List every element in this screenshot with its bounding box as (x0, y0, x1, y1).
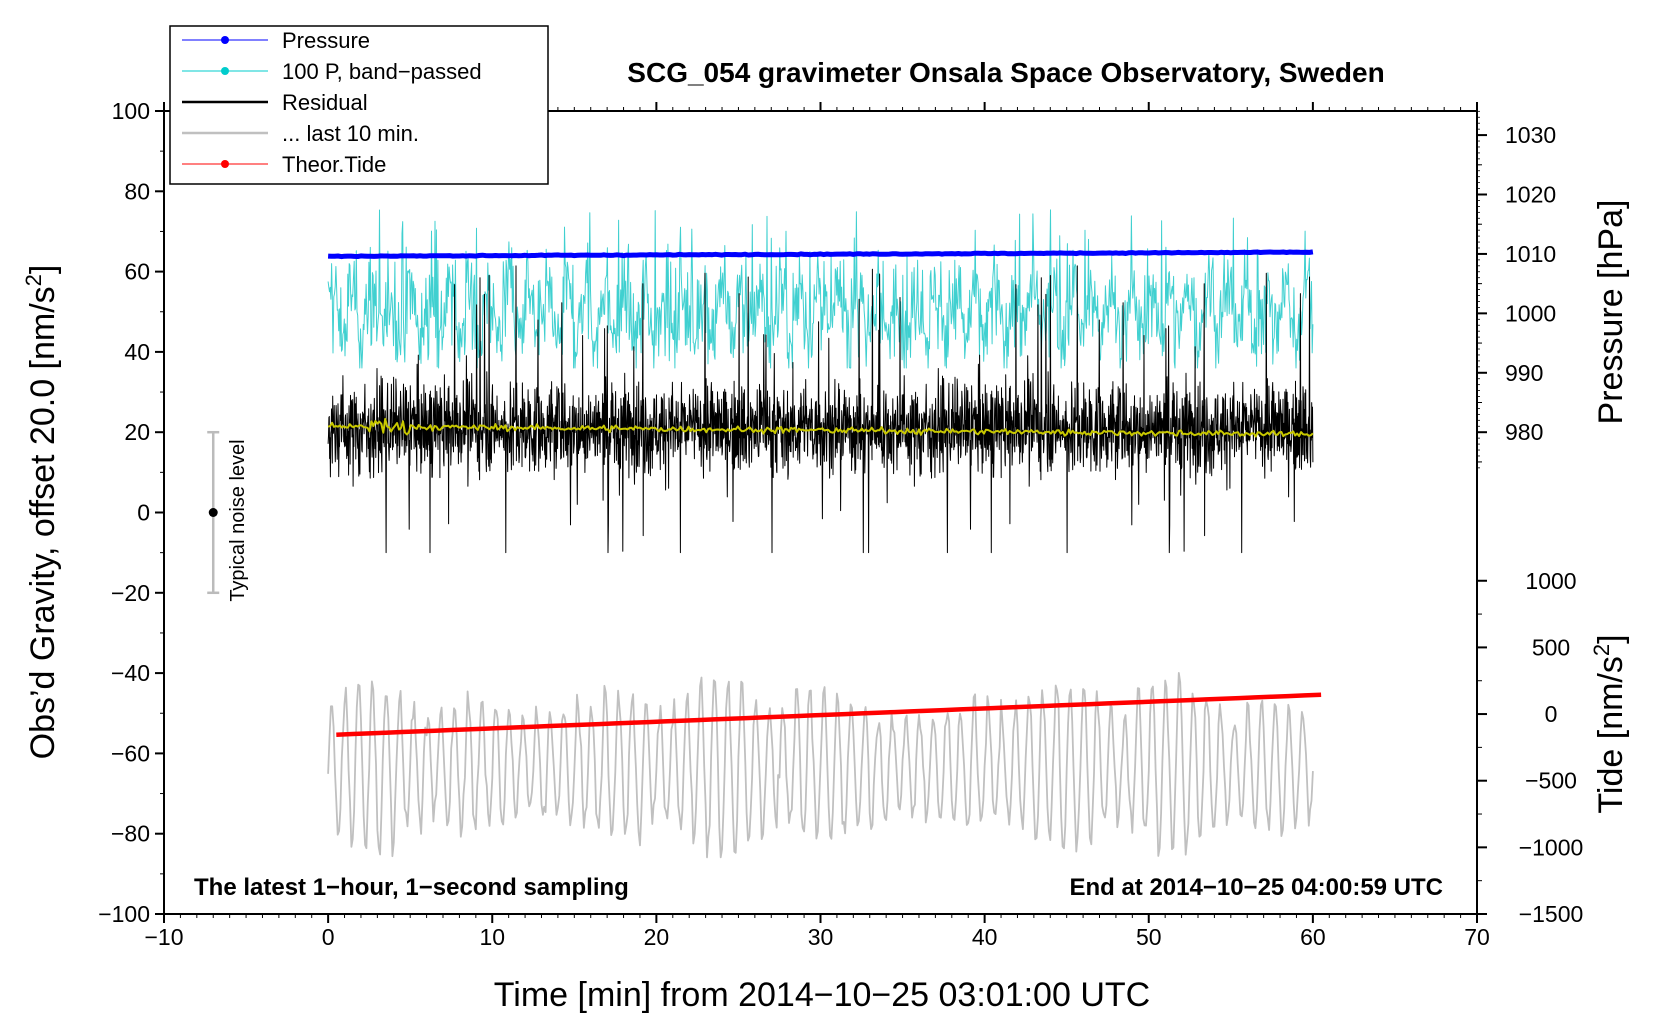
x-tick-label: 30 (808, 924, 834, 950)
legend-item: Pressure (182, 28, 370, 53)
series-residual-smoothed (327, 417, 1314, 438)
x-tick-label: 0 (322, 924, 335, 950)
y-tick-label: 0 (137, 500, 150, 526)
y-axis-title: Obs’d Gravity, offset 20.0 [nm/s2] (21, 265, 62, 760)
legend-label: ... last 10 min. (282, 121, 419, 146)
legend-item: ... last 10 min. (182, 121, 419, 146)
pressure-tick-label: 1020 (1505, 182, 1556, 208)
legend-swatch-marker (221, 36, 229, 44)
tide-axis-title: Tide [nm/s2] (1589, 634, 1630, 813)
noise-bar-label: Typical noise level (227, 439, 249, 601)
series-last-10-min (327, 672, 1314, 859)
tide-tick-label: −1500 (1519, 901, 1584, 927)
noise-level-indicator: Typical noise level (207, 430, 249, 602)
annotation-sampling: The latest 1−hour, 1−second sampling (194, 874, 629, 901)
pressure-tick-label: 1010 (1505, 241, 1556, 267)
pressure-axis-title: Pressure [hPa] (1592, 200, 1630, 425)
y-tick-label: −40 (111, 660, 150, 686)
x-tick-label: 40 (972, 924, 998, 950)
pressure-tick-label: 980 (1505, 419, 1543, 445)
y-tick-label: −20 (111, 580, 150, 606)
x-tick-label: 50 (1136, 924, 1162, 950)
tide-tick-label: −500 (1525, 768, 1577, 794)
x-tick-label: 20 (644, 924, 670, 950)
x-tick-label: −10 (144, 924, 183, 950)
pressure-tick-label: 1030 (1505, 122, 1556, 148)
series-theor-tide (336, 692, 1322, 737)
tide-tick-label: 1000 (1525, 568, 1576, 594)
y-axis-pressure: 980 990 1000 1010 1020 1030 (1477, 110, 1556, 469)
y-axis-left: −100 −80 −60 −40 −20 0 20 40 60 80 100 (98, 98, 164, 927)
y-tick-label: −100 (98, 901, 150, 927)
pressure-tick-label: 990 (1505, 360, 1543, 386)
legend-box (169, 25, 549, 185)
legend-label: 100 P, band−passed (282, 59, 482, 84)
y-tick-label: 100 (112, 98, 150, 124)
y-tick-label: 20 (124, 419, 150, 445)
y-tick-label: −60 (111, 740, 150, 766)
tide-tick-label: 0 (1545, 701, 1558, 727)
legend-label: Pressure (282, 28, 370, 53)
pressure-tick-label: 1000 (1505, 300, 1556, 326)
series-pressure (327, 249, 1314, 260)
legend: Pressure 100 P, band−passed Residual ... la… (169, 25, 549, 185)
annotation-end-time: End at 2014−10−25 04:00:59 UTC (1069, 874, 1443, 901)
legend-swatch-marker (221, 67, 229, 75)
y-axis-tide: −1500 −1000 −500 0 500 1000 (1477, 568, 1583, 927)
legend-label: Residual (282, 90, 368, 115)
tide-tick-label: −1000 (1519, 834, 1584, 860)
y-tick-label: −80 (111, 821, 150, 847)
series-bandpassed-pressure (327, 209, 1314, 369)
x-tick-label: 10 (479, 924, 505, 950)
noise-bar-center-dot (208, 508, 218, 517)
y-tick-label: 80 (124, 178, 150, 204)
x-tick-label: 70 (1464, 924, 1490, 950)
chart-title: SCG_054 gravimeter Onsala Space Observat… (627, 57, 1384, 88)
tide-tick-label: 500 (1532, 634, 1570, 660)
legend-label: Theor.Tide (282, 152, 386, 177)
y-tick-label: 40 (124, 339, 150, 365)
series-layer (327, 209, 1322, 859)
legend-item: 100 P, band−passed (182, 59, 482, 84)
series-residual (327, 265, 1314, 554)
y-tick-label: 60 (124, 259, 150, 285)
legend-item: Theor.Tide (182, 152, 386, 177)
x-tick-label: 60 (1300, 924, 1326, 950)
x-axis: −10 0 10 20 30 40 50 60 70 (144, 102, 1490, 950)
legend-swatch-marker (221, 160, 229, 168)
legend-item: Residual (182, 90, 368, 115)
x-axis-title: Time [min] from 2014−10−25 03:01:00 UTC (494, 976, 1150, 1014)
